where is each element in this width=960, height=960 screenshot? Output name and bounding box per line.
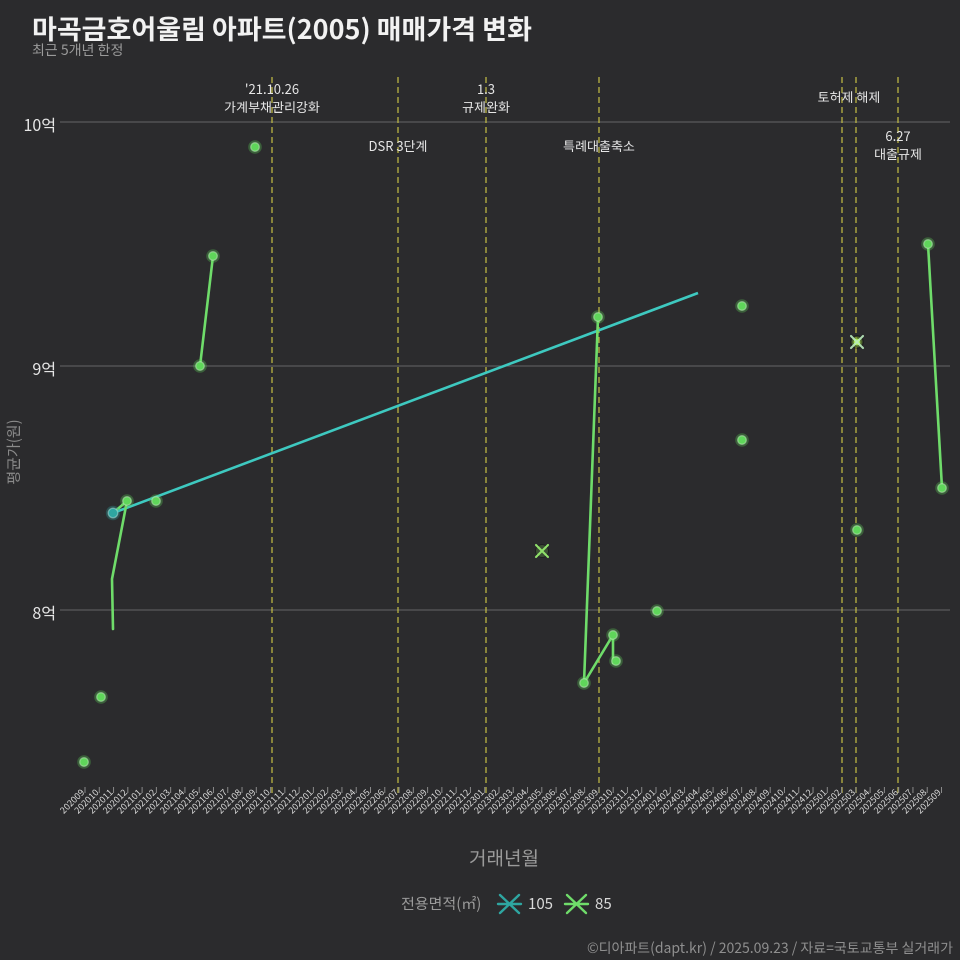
svg-text:6.27: 6.27 — [885, 126, 910, 145]
svg-text:특례대출축소: 특례대출축소 — [563, 136, 635, 155]
svg-text:대출규제: 대출규제 — [874, 144, 922, 163]
svg-text:85: 85 — [595, 893, 612, 914]
svg-text:규제완화: 규제완화 — [462, 97, 510, 116]
svg-text:가계부채관리강화: 가계부채관리강화 — [224, 97, 320, 116]
svg-text:105: 105 — [528, 893, 553, 914]
svg-text:©디아파트(dapt.kr) / 2025.09.23 /: ©디아파트(dapt.kr) / 2025.09.23 / 자료=국토교통부 실… — [587, 938, 953, 958]
svg-text:DSR 3단계: DSR 3단계 — [369, 136, 428, 155]
svg-text:'21.10.26: '21.10.26 — [245, 79, 299, 98]
svg-text:1.3: 1.3 — [477, 79, 495, 98]
svg-text:전용면적(㎡): 전용면적(㎡) — [401, 893, 481, 914]
svg-text:거래년월: 거래년월 — [469, 844, 539, 871]
svg-text:평균가(원): 평균가(원) — [3, 419, 24, 484]
svg-text:토허제 해제: 토허제 해제 — [818, 87, 881, 106]
